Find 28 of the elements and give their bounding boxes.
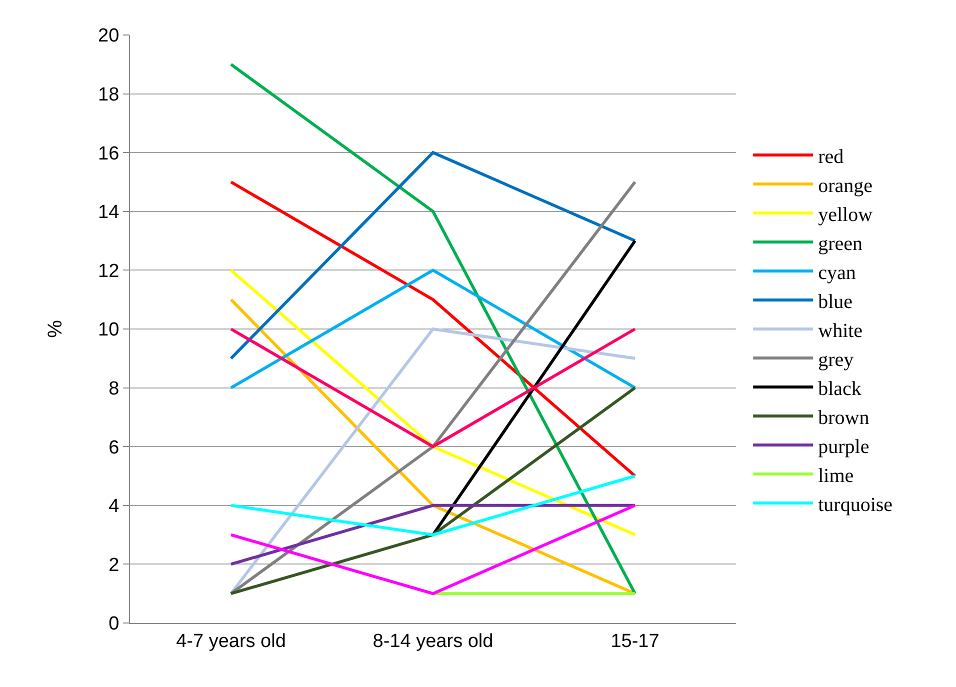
y-tick-label: 0: [108, 614, 120, 635]
legend-label: yellow: [818, 204, 874, 226]
legend-label: white: [818, 320, 863, 342]
y-tick-label: 12: [98, 260, 120, 282]
legend-label: orange: [818, 174, 873, 197]
y-tick-label: 4: [108, 496, 120, 518]
y-tick-label: 6: [108, 437, 120, 458]
y-tick-label: 8: [108, 378, 120, 400]
y-tick-label: 18: [98, 84, 120, 106]
y-tick-label: 10: [98, 320, 120, 341]
x-tick-label: 4-7 years old: [176, 630, 286, 652]
legend-label: turquoise: [818, 494, 893, 516]
x-tick-label: 8-14 years old: [372, 630, 494, 652]
y-tick-label: 2: [108, 554, 120, 576]
legend-label: green: [818, 232, 863, 255]
legend-label: lime: [818, 464, 854, 487]
y-axis-title: %: [44, 320, 67, 338]
legend-label: black: [818, 378, 862, 400]
legend-label: brown: [818, 406, 870, 429]
y-tick-label: 14: [98, 202, 120, 224]
x-tick-label: 15-17: [610, 630, 660, 652]
legend-label: grey: [818, 348, 854, 371]
y-tick-label: 16: [98, 143, 120, 164]
legend-label: blue: [818, 290, 853, 313]
legend-label: cyan: [818, 262, 856, 284]
y-tick-label: 20: [98, 26, 120, 47]
legend-label: purple: [818, 436, 870, 458]
legend-label: red: [818, 146, 844, 168]
